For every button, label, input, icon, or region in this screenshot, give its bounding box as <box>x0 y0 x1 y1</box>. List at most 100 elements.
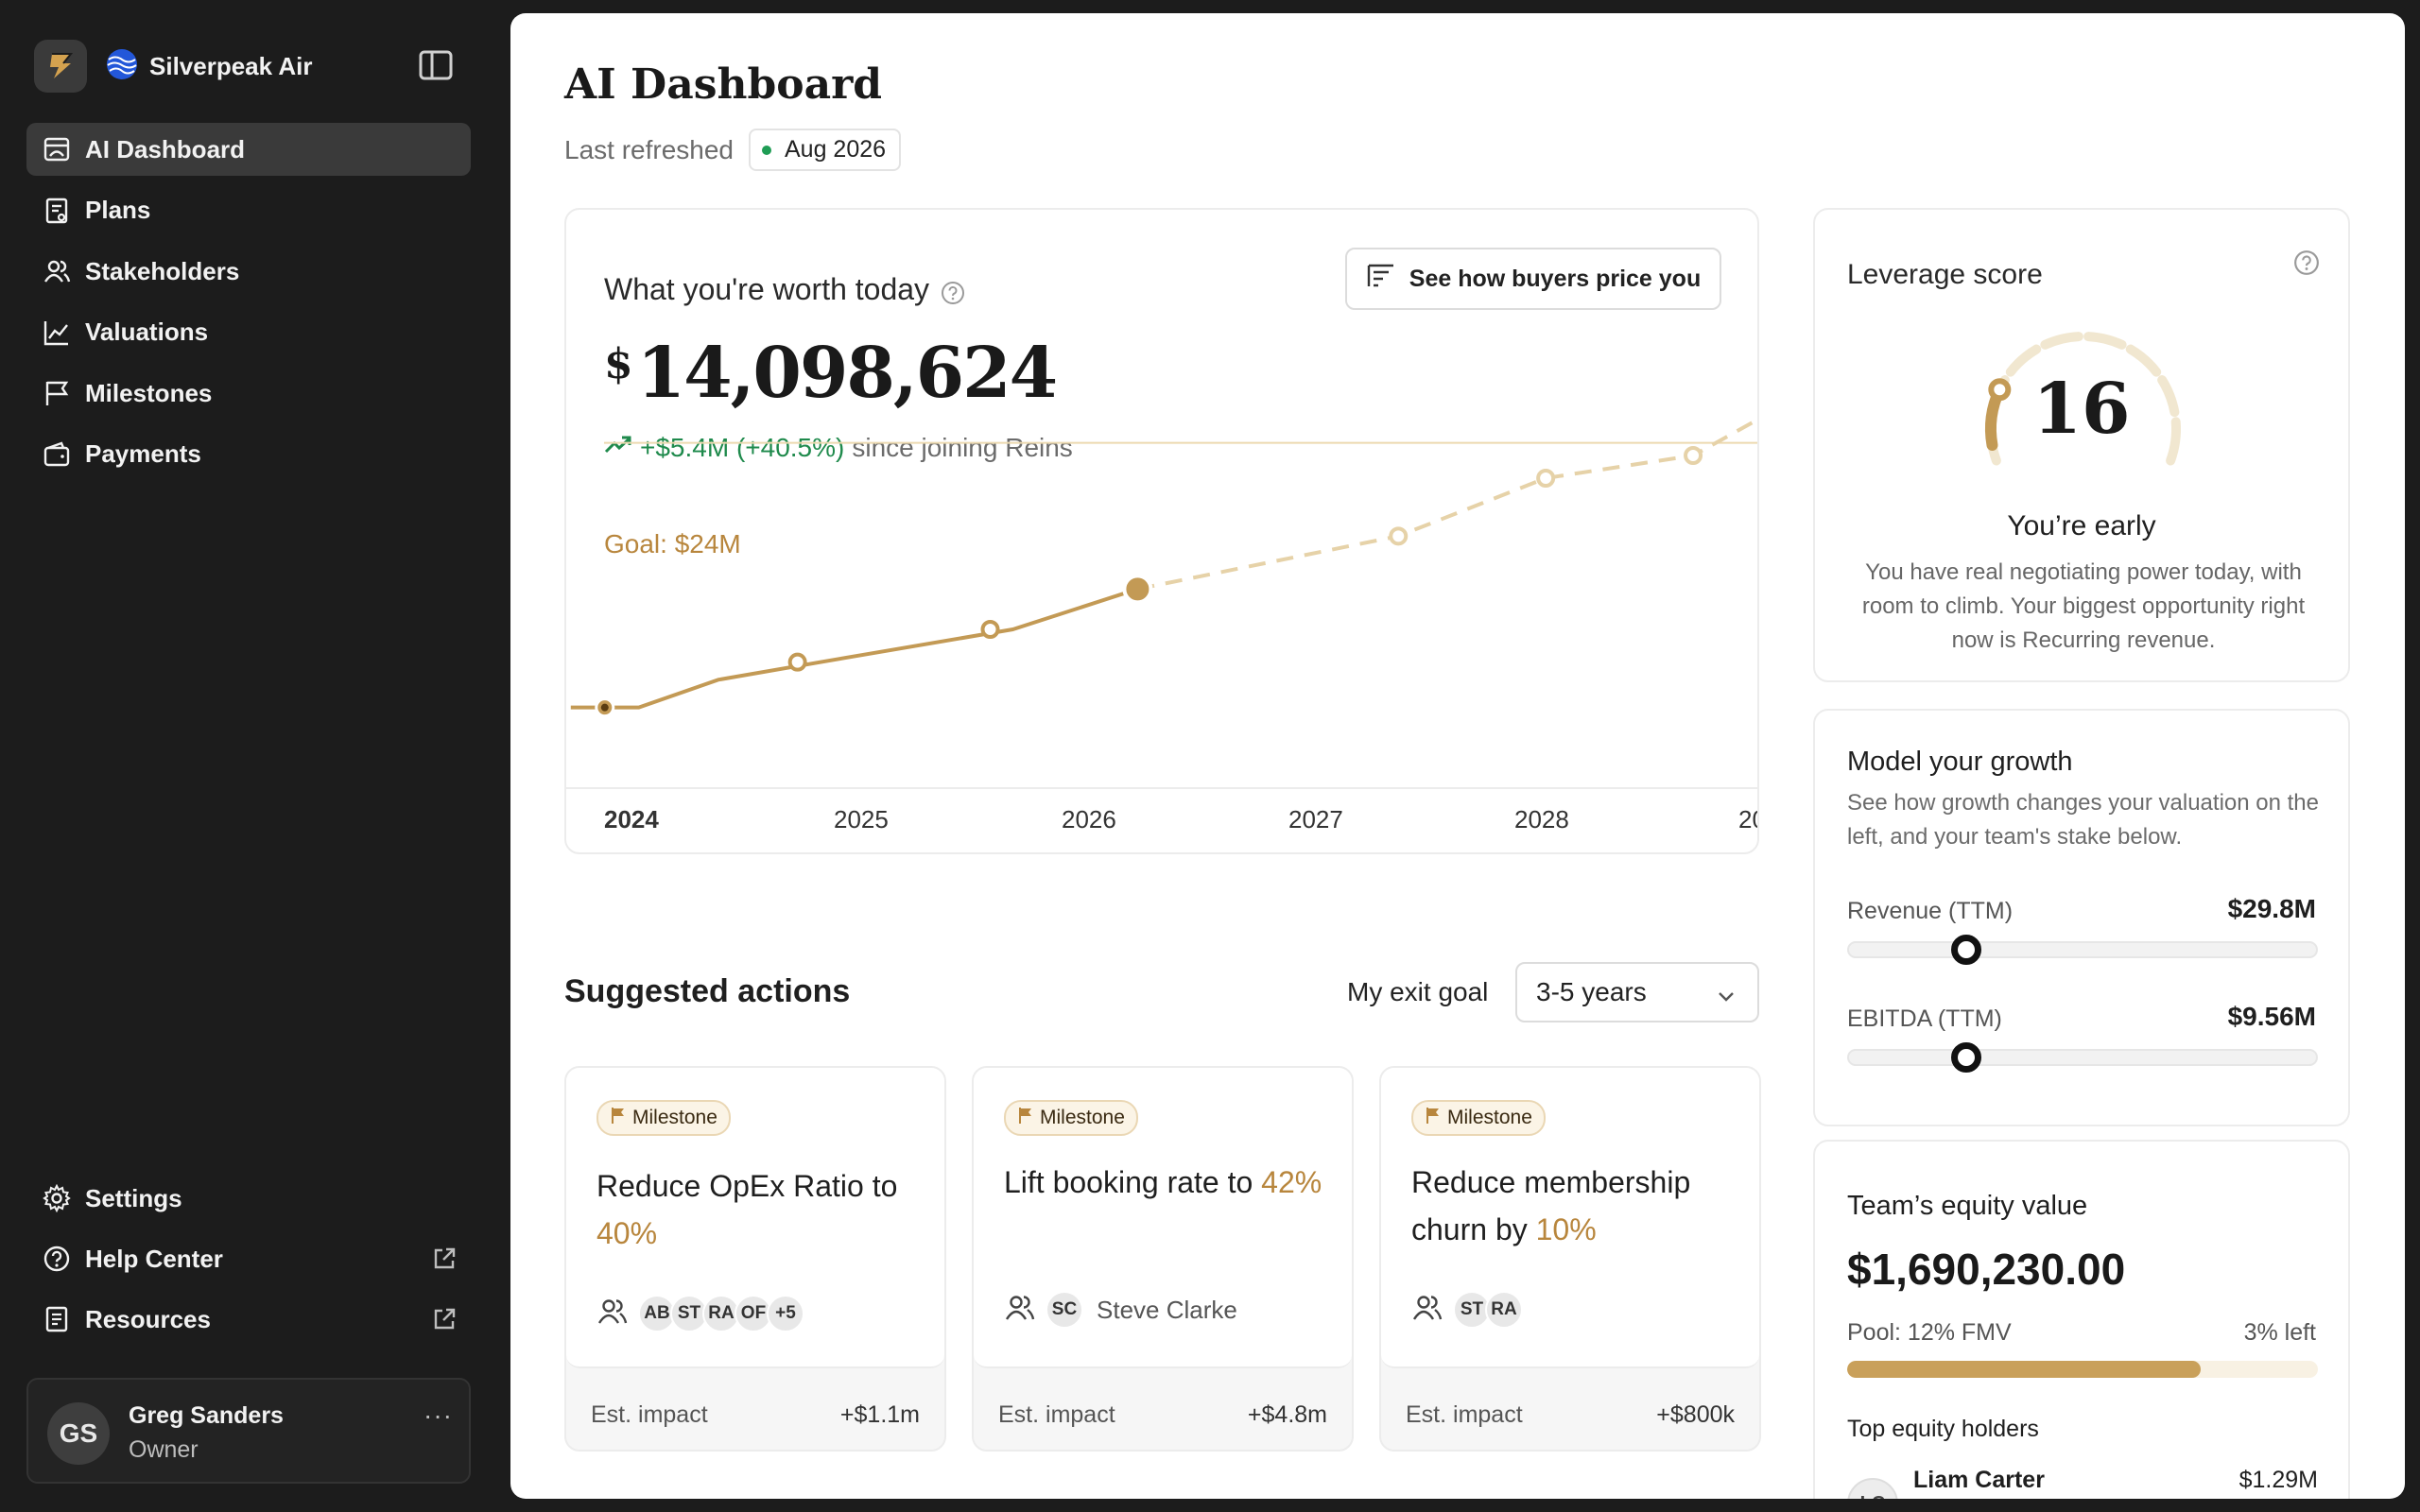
filter-bars-icon <box>1366 262 1396 297</box>
users-icon <box>1411 1293 1443 1328</box>
worth-card: What you're worth today See how buyers p… <box>564 208 1759 854</box>
impact-label: Est. impact <box>1406 1401 1523 1428</box>
ebitda-slider-value: $9.56M <box>2227 1002 2316 1031</box>
worth-change-since: since joining Reins <box>852 433 1073 462</box>
sidebar-item-label: Resources <box>85 1304 211 1333</box>
data-point <box>787 652 807 672</box>
growth-description: See how growth changes your valuation on… <box>1847 790 2319 850</box>
users-icon <box>1004 1293 1036 1328</box>
sidebar-item-ai-dashboard[interactable]: AI Dashboard <box>26 123 471 176</box>
main-content: AI Dashboard Last refreshed Aug 2026 Wha… <box>510 13 2405 1499</box>
org-switcher[interactable]: Silverpeak Air <box>104 46 312 87</box>
x-tick-label: 20 <box>1738 805 1757 833</box>
sidebar-item-plans[interactable]: Plans <box>26 184 471 237</box>
sidebar-item-milestones[interactable]: Milestones <box>26 367 471 420</box>
avatar-overflow: +5 <box>767 1295 804 1332</box>
revenue-slider-handle[interactable] <box>1950 935 1981 965</box>
external-link-icon <box>431 1306 458 1339</box>
currency-symbol: $ <box>604 340 633 388</box>
user-name: Greg Sanders <box>129 1402 284 1429</box>
milestone-badge: Milestone <box>1004 1100 1138 1136</box>
sidebar-item-help-center[interactable]: Help Center <box>26 1232 471 1285</box>
sidebar-toggle-icon[interactable] <box>418 49 454 83</box>
user-card[interactable]: GS Greg Sanders Owner ··· <box>26 1378 471 1484</box>
data-point <box>1389 526 1409 546</box>
clipboard-icon <box>42 196 72 226</box>
growth-title: Model your growth <box>1847 747 2073 777</box>
leverage-description: You have real negotiating power today, w… <box>1861 559 2306 653</box>
user-role: Owner <box>129 1436 199 1463</box>
sidebar-item-label: Settings <box>85 1183 182 1212</box>
exit-goal-label: My exit goal <box>1347 977 1489 1006</box>
avatar: GS <box>47 1402 110 1465</box>
sidebar-item-label: Stakeholders <box>85 256 240 285</box>
exit-goal-value: 3-5 years <box>1536 977 1647 1006</box>
leverage-title: Leverage score <box>1847 259 2043 290</box>
sidebar-item-label: Valuations <box>85 318 209 346</box>
bolt-logo-icon[interactable] <box>34 40 87 93</box>
action-card[interactable]: Milestone Reduce OpEx Ratio to 40% AB ST… <box>564 1066 946 1452</box>
action-card[interactable]: Milestone Reduce membership churn by 10%… <box>1379 1066 1761 1452</box>
avatar: ST <box>670 1295 708 1332</box>
data-point-center <box>600 703 609 712</box>
growth-card: Model your growth See how growth changes… <box>1813 709 2350 1126</box>
sidebar-item-label: Payments <box>85 439 201 468</box>
status-dot-icon <box>762 145 771 155</box>
sidebar-item-payments[interactable]: Payments <box>26 428 471 481</box>
page-title: AI Dashboard <box>564 60 883 109</box>
document-icon <box>42 1304 72 1334</box>
holder-row[interactable]: LC Liam Carter $1.29M <box>1847 1459 2318 1499</box>
users-icon <box>596 1297 629 1332</box>
gauge-segment <box>2166 417 2181 466</box>
holder-value: $1.29M <box>2238 1467 2318 1493</box>
sidebar-item-valuations[interactable]: Valuations <box>26 306 471 359</box>
gauge-segment <box>2040 332 2083 350</box>
sidebar-item-stakeholders[interactable]: Stakeholders <box>26 245 471 298</box>
refreshed-value: Aug 2026 <box>785 136 887 163</box>
goal-label: Goal: $24M <box>604 529 741 558</box>
sidebar-item-settings[interactable]: Settings <box>26 1172 471 1225</box>
leverage-status: You’re early <box>2007 510 2156 541</box>
series-line-projected <box>1137 417 1757 592</box>
help-circle-icon[interactable] <box>2293 249 2320 281</box>
flag-icon <box>610 1106 627 1130</box>
wallet-icon <box>42 439 72 470</box>
sidebar: Silverpeak Air AI Dashboard Plans Stakeh… <box>0 0 510 1512</box>
exit-goal-select[interactable]: 3-5 years <box>1515 962 1759 1022</box>
milestone-badge-label: Milestone <box>1040 1107 1125 1128</box>
equity-value: $1,690,230.00 <box>1847 1245 2126 1294</box>
milestone-badge-label: Milestone <box>632 1107 717 1128</box>
impact-label: Est. impact <box>591 1401 708 1428</box>
refreshed-label: Last refreshed <box>564 134 734 164</box>
flag-icon <box>1017 1106 1034 1130</box>
equity-pool-fill <box>1847 1361 2201 1378</box>
leverage-card: Leverage score 16 You’re early You have … <box>1813 208 2350 682</box>
assignees: AB ST RA OF +5 <box>596 1295 804 1332</box>
see-buyers-price-button[interactable]: See how buyers price you <box>1345 248 1721 310</box>
sidebar-item-resources[interactable]: Resources <box>26 1293 471 1346</box>
help-circle-icon[interactable] <box>941 278 965 304</box>
data-point <box>1684 446 1703 465</box>
revenue-slider[interactable] <box>1847 935 2318 965</box>
data-point <box>980 620 1000 639</box>
sidebar-item-label: AI Dashboard <box>85 134 246 163</box>
more-icon[interactable]: ··· <box>424 1400 453 1430</box>
worth-title-text: What you're worth today <box>604 272 930 306</box>
series-line-actual <box>570 587 1139 710</box>
sidebar-item-label: Milestones <box>85 378 213 407</box>
revenue-slider-value: $29.8M <box>2227 894 2316 923</box>
impact-value: +$4.8m <box>1247 1401 1327 1428</box>
gauge-segment <box>2125 344 2162 377</box>
see-buyers-price-label: See how buyers price you <box>1409 265 1702 292</box>
action-card[interactable]: Milestone Lift booking rate to 42% SC St… <box>972 1066 1354 1452</box>
gauge-segment <box>2083 332 2127 350</box>
help-circle-icon <box>42 1244 72 1274</box>
action-card-body: Milestone Reduce OpEx Ratio to 40% AB ST… <box>566 1068 944 1368</box>
action-card-body: Milestone Lift booking rate to 42% SC St… <box>974 1068 1352 1368</box>
ebitda-slider-handle[interactable] <box>1950 1042 1981 1073</box>
assignee-name: Steve Clarke <box>1097 1295 1237 1324</box>
ebitda-slider[interactable] <box>1847 1042 2318 1073</box>
external-link-icon <box>431 1246 458 1279</box>
milestone-badge-label: Milestone <box>1447 1107 1532 1128</box>
chevron-down-icon <box>1716 983 1737 1013</box>
